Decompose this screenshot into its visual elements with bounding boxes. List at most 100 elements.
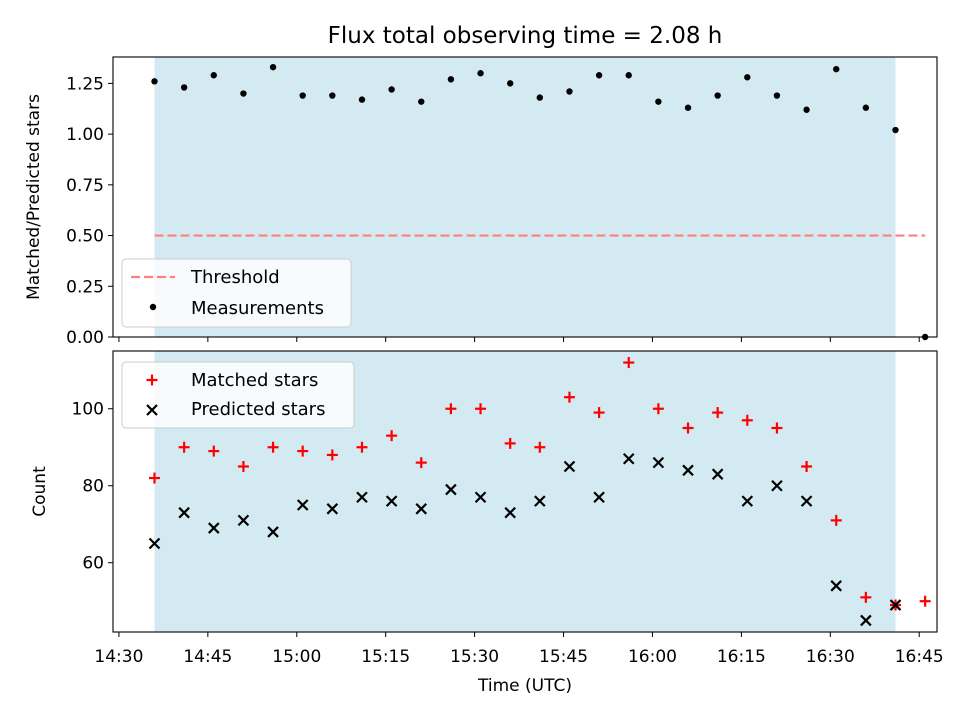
predicted-star-point	[711, 468, 724, 480]
cross-stroke-b	[445, 483, 457, 496]
measurement-point	[862, 104, 870, 111]
measurement-point	[655, 98, 662, 105]
count-panel: 60 80 100 14:30 14:45 15:00 15:15 15:30 15:45 16…	[30, 350, 944, 696]
cross-stroke-b	[356, 491, 368, 504]
predicted-star-point	[296, 499, 309, 511]
predicted-star-point	[534, 495, 546, 507]
predicted-star-point	[800, 495, 813, 507]
measurement-point	[240, 90, 247, 97]
legend-matched-swatch	[146, 374, 158, 386]
cross-stroke-b	[474, 491, 487, 504]
predicted-star-point	[593, 491, 605, 504]
matched-star-point	[652, 403, 664, 415]
cross-stroke-b	[148, 537, 161, 550]
predicted-star-point	[652, 456, 665, 469]
predicted-star-point	[178, 506, 190, 519]
legend-predicted-label: Predicted stars	[191, 399, 325, 420]
bottom-y-tick-label: 100	[72, 400, 104, 420]
predicted-star-point	[237, 514, 250, 527]
matched-stars-points	[148, 357, 931, 611]
top-y-tick-label: 0.75	[66, 176, 104, 196]
matched-star-point	[356, 441, 368, 453]
cross-stroke-b	[146, 404, 158, 416]
matched-star-point	[712, 407, 724, 419]
top-y-tick-label: 0.50	[66, 227, 104, 247]
bottom-y-ticks: 60 80 100	[72, 400, 113, 574]
bottom-x-tick-label: 15:45	[539, 647, 588, 667]
measurement-point	[299, 92, 306, 99]
measurement-point	[180, 84, 188, 91]
legend-matched-marker	[146, 374, 158, 386]
chart-title: Flux total observing time = 2.08 h	[328, 23, 723, 49]
matched-star-point	[741, 414, 753, 426]
matched-star-point	[563, 391, 575, 403]
cross-stroke-b	[326, 503, 339, 515]
measurement-point	[210, 72, 217, 79]
bottom-x-tick-label: 16:15	[717, 647, 766, 667]
bottom-x-tick-label: 15:30	[450, 647, 499, 667]
cross-stroke-b	[800, 495, 813, 507]
matched-star-point	[919, 595, 931, 607]
measurement-point	[595, 72, 603, 79]
bottom-legend-box	[121, 361, 355, 429]
bottom-y-tick-label: 60	[82, 554, 104, 574]
matched-star-point	[178, 441, 190, 453]
bottom-x-tick-label: 15:00	[272, 647, 321, 667]
top-y-tick-label: 1.00	[66, 125, 104, 145]
cross-stroke-b	[711, 468, 724, 480]
cross-stroke-b	[504, 506, 516, 519]
legend-predicted-swatch	[146, 404, 158, 416]
bottom-axes-frame	[112, 350, 938, 633]
matched-star-point	[593, 407, 605, 419]
measurement-point	[269, 63, 277, 71]
predicted-star-point	[771, 479, 783, 492]
measurement-point	[358, 96, 366, 103]
cross-stroke-b	[682, 464, 694, 477]
measurement-point	[744, 74, 751, 81]
cross-stroke-b	[267, 526, 279, 538]
predicted-star-point	[415, 503, 428, 515]
matched-star-point	[682, 422, 694, 434]
legend-matched-label: Matched stars	[191, 370, 318, 391]
measurement-point	[506, 80, 514, 87]
predicted-star-point	[741, 495, 754, 507]
bottom-x-tick-label: 14:45	[183, 647, 232, 667]
ratio-panel: 0.00 0.25 0.50 0.75 1.00 1.25 Flux total obse…	[24, 23, 938, 348]
legend-predicted-marker	[146, 404, 158, 416]
matched-star-point	[267, 441, 279, 453]
predicted-star-point	[860, 614, 872, 627]
cross-stroke-b	[563, 460, 576, 473]
predicted-star-point	[682, 464, 694, 477]
measurement-point	[566, 88, 573, 95]
predicted-star-point	[445, 483, 457, 496]
measurement-point	[892, 126, 899, 134]
matched-star-point	[386, 430, 398, 442]
bottom-x-tick-label: 16:45	[895, 647, 944, 667]
measurement-point	[833, 65, 840, 73]
matched-star-point	[801, 460, 813, 472]
matched-star-point	[326, 449, 338, 461]
cross-stroke-b	[622, 453, 635, 465]
top-y-axis-label: Matched/Predicted stars	[24, 94, 44, 300]
top-axes-frame	[112, 56, 938, 338]
top-y-tick-label: 0.25	[66, 277, 104, 297]
top-legend-box	[121, 258, 352, 328]
predicted-stars-points	[148, 453, 902, 627]
cross-stroke-b	[593, 491, 605, 504]
cross-stroke-b	[860, 614, 872, 627]
bottom-x-tick-label: 15:15	[361, 647, 410, 667]
cross-stroke-b	[415, 503, 428, 515]
cross-stroke-b	[889, 599, 902, 611]
matched-star-point	[504, 437, 516, 449]
bottom-x-tick-label: 14:30	[94, 647, 143, 667]
matched-star-point	[415, 457, 427, 469]
top-y-ticks: 0.00 0.25 0.50 0.75 1.00 1.25	[66, 74, 113, 348]
matched-star-point	[475, 403, 487, 415]
measurement-point	[714, 92, 721, 99]
predicted-star-point	[356, 491, 368, 504]
measurement-point	[477, 70, 484, 77]
matched-star-point	[297, 445, 309, 457]
cross-stroke-b	[534, 495, 546, 507]
bottom-x-tick-label: 16:00	[628, 647, 677, 667]
